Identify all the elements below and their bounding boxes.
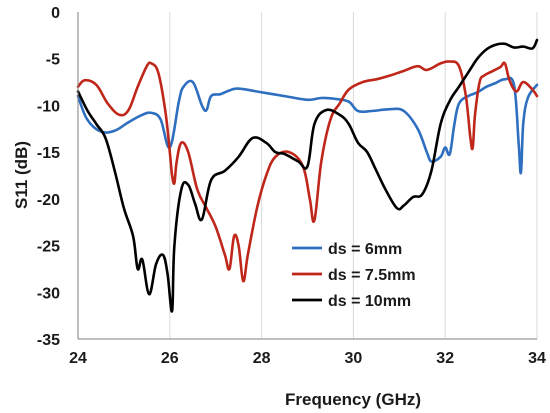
- x-tick-label: 34: [528, 350, 546, 367]
- series-line-2: [76, 60, 539, 283]
- y-tick-label: -30: [37, 285, 60, 302]
- x-tick-label: 26: [161, 350, 179, 367]
- series-line-3: [76, 38, 539, 313]
- x-tick-label: 28: [253, 350, 271, 367]
- x-tick-label: 24: [69, 350, 87, 367]
- y-tick-label: 0: [51, 5, 60, 22]
- y-axis-title: S11 (dB): [12, 141, 31, 209]
- tick-labels: 24 26 28 30 32 34 0 -5 -10 -15 -20 -25 -30 -35: [37, 5, 546, 367]
- series-lines: [76, 38, 539, 313]
- y-tick-label: -10: [37, 98, 60, 115]
- series-line-1: [76, 76, 539, 175]
- legend-label-2: ds = 7.5mm: [328, 267, 416, 284]
- x-tick-label: 30: [345, 350, 363, 367]
- axes: [77, 12, 537, 340]
- y-tick-label: -20: [37, 192, 60, 209]
- y-tick-label: -15: [37, 145, 60, 162]
- legend: ds = 6mm ds = 7.5mm ds = 10mm: [292, 241, 416, 310]
- legend-label-1: ds = 6mm: [328, 241, 402, 258]
- y-tick-label: -35: [37, 332, 60, 349]
- x-axis-title: Frequency (GHz): [285, 390, 421, 409]
- y-tick-label: -25: [37, 239, 60, 256]
- x-tick-label: 32: [436, 350, 454, 367]
- legend-label-3: ds = 10mm: [328, 293, 411, 310]
- y-tick-label: -5: [46, 52, 60, 69]
- grid-lines: [169, 12, 538, 339]
